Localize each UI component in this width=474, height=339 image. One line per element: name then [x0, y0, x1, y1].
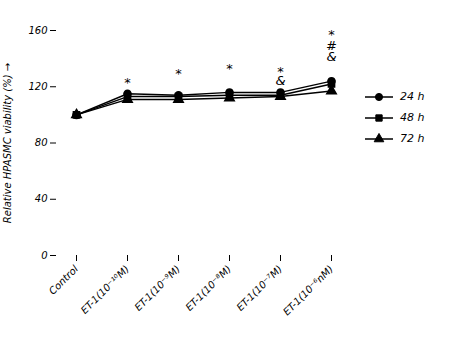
svg-text:*: * [124, 75, 131, 90]
svg-text:&: & [275, 73, 285, 88]
svg-text:0: 0 [41, 250, 47, 261]
svg-text:ET-1(10⁻⁷M): ET-1(10⁻⁷M) [234, 263, 284, 313]
html-text:72 h: 72 h [400, 132, 425, 145]
svg-text:80: 80 [35, 137, 48, 148]
svg-text:*: * [226, 61, 233, 76]
svg-text:160: 160 [28, 25, 47, 36]
svg-text:ET-1(10⁻⁸M): ET-1(10⁻⁸M) [183, 263, 233, 313]
svg-text:40: 40 [35, 193, 48, 204]
html-text:24 h: 24 h [400, 90, 425, 103]
svg-text:ET-1(10⁻¹⁰M): ET-1(10⁻¹⁰M) [79, 263, 132, 316]
html-text:48 h: 48 h [400, 111, 425, 124]
svg-text:ET-1(10⁻⁹M): ET-1(10⁻⁹M) [132, 263, 182, 313]
svg-text:&: & [326, 49, 336, 64]
svg-text:120: 120 [28, 81, 47, 92]
svg-text:ET-1(10⁻⁶nM): ET-1(10⁻⁶nM) [281, 263, 335, 317]
svg-text:Control: Control [47, 263, 81, 297]
svg-text:*: * [175, 66, 182, 81]
svg-text:Relative HPASMC viability (%): Relative HPASMC viability (%) → [2, 63, 13, 223]
